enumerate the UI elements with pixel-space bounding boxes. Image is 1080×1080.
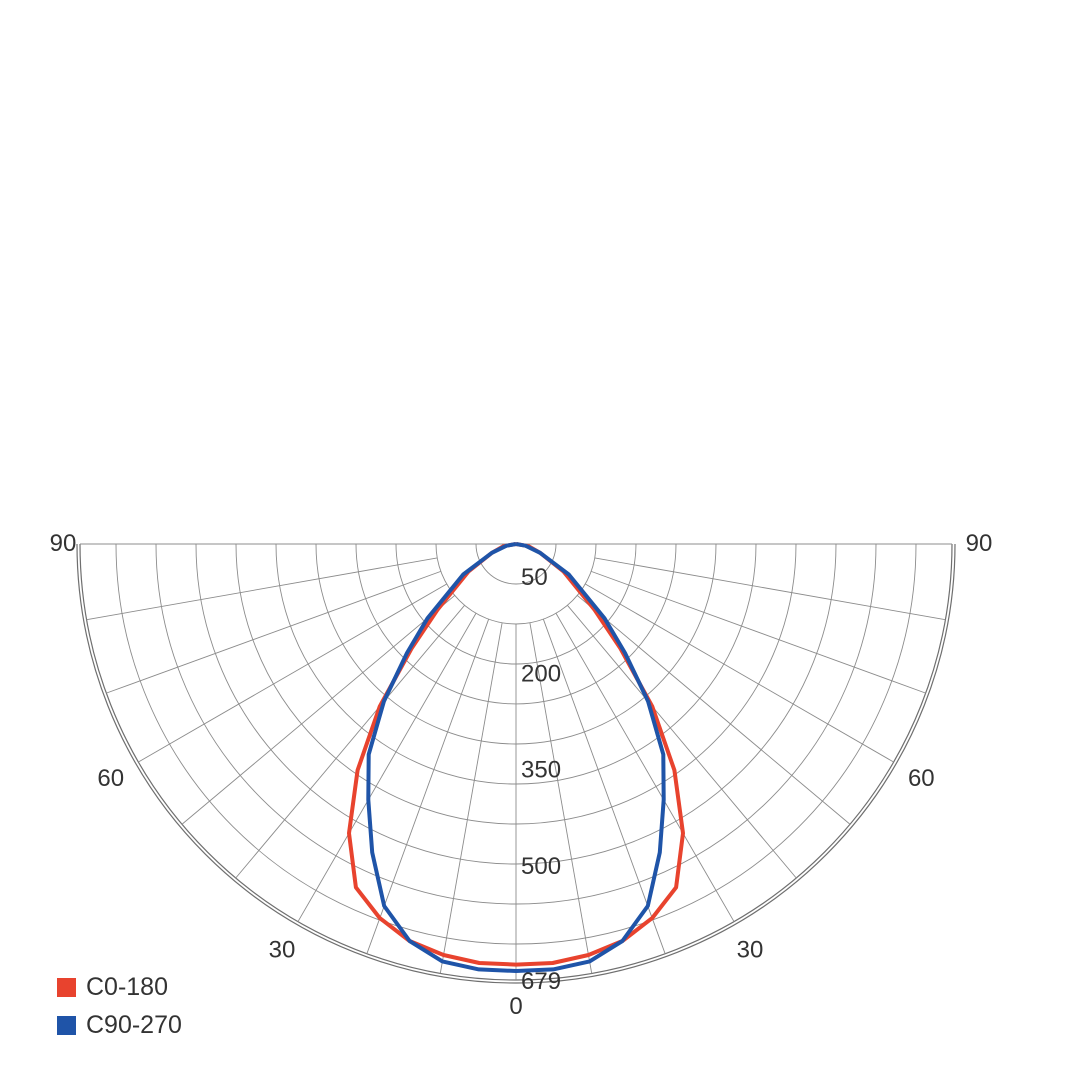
grid-spoke [297,613,477,922]
angle-label: 30 [737,936,764,963]
grid-arc-border [76,543,956,984]
grid-spoke [106,570,441,694]
legend-label-c0-180: C0-180 [86,972,168,1001]
grid-spoke [439,622,503,974]
angle-label: 60 [97,765,124,792]
legend-item-c90-270: C90-270 [57,1006,182,1044]
grid-spoke [576,595,851,825]
angle-label: 60 [908,765,935,792]
radial-tick-label: 50 [521,564,548,591]
grid-spoke [86,557,438,621]
angle-label: 0 [509,993,522,1020]
radial-tick-label: 200 [521,660,561,687]
grid-spoke [235,604,465,879]
series-group [347,542,685,973]
series-line-c0-180 [347,542,685,967]
polar-grid [76,543,956,984]
grid-spoke [181,595,456,825]
radial-tick-label: 350 [521,757,561,784]
grid-spoke [594,557,946,621]
legend-item-c0-180: C0-180 [57,968,182,1006]
series-line-c90-270 [366,542,666,973]
grid-spoke [591,570,926,694]
grid-spoke [585,583,894,763]
grid-spoke [567,604,797,879]
grid-spoke [366,619,490,954]
angle-label: 30 [269,936,296,963]
grid-spoke [529,622,593,974]
axis-labels: 50 200 350 500 679 90 60 30 0 30 60 90 [50,530,993,1020]
angle-label: 90 [50,530,77,557]
grid-spoke [542,619,666,954]
legend-swatch-c0-180 [57,977,76,997]
radial-tick-label: 500 [521,853,561,880]
grid-spoke [138,583,447,763]
grid-spoke [555,613,735,922]
angle-label: 90 [966,530,993,557]
legend-label-c90-270: C90-270 [86,1010,182,1039]
legend: C0-180 C90-270 [57,968,182,1044]
legend-swatch-c90-270 [57,1015,76,1035]
radial-tick-label: 679 [521,968,561,995]
